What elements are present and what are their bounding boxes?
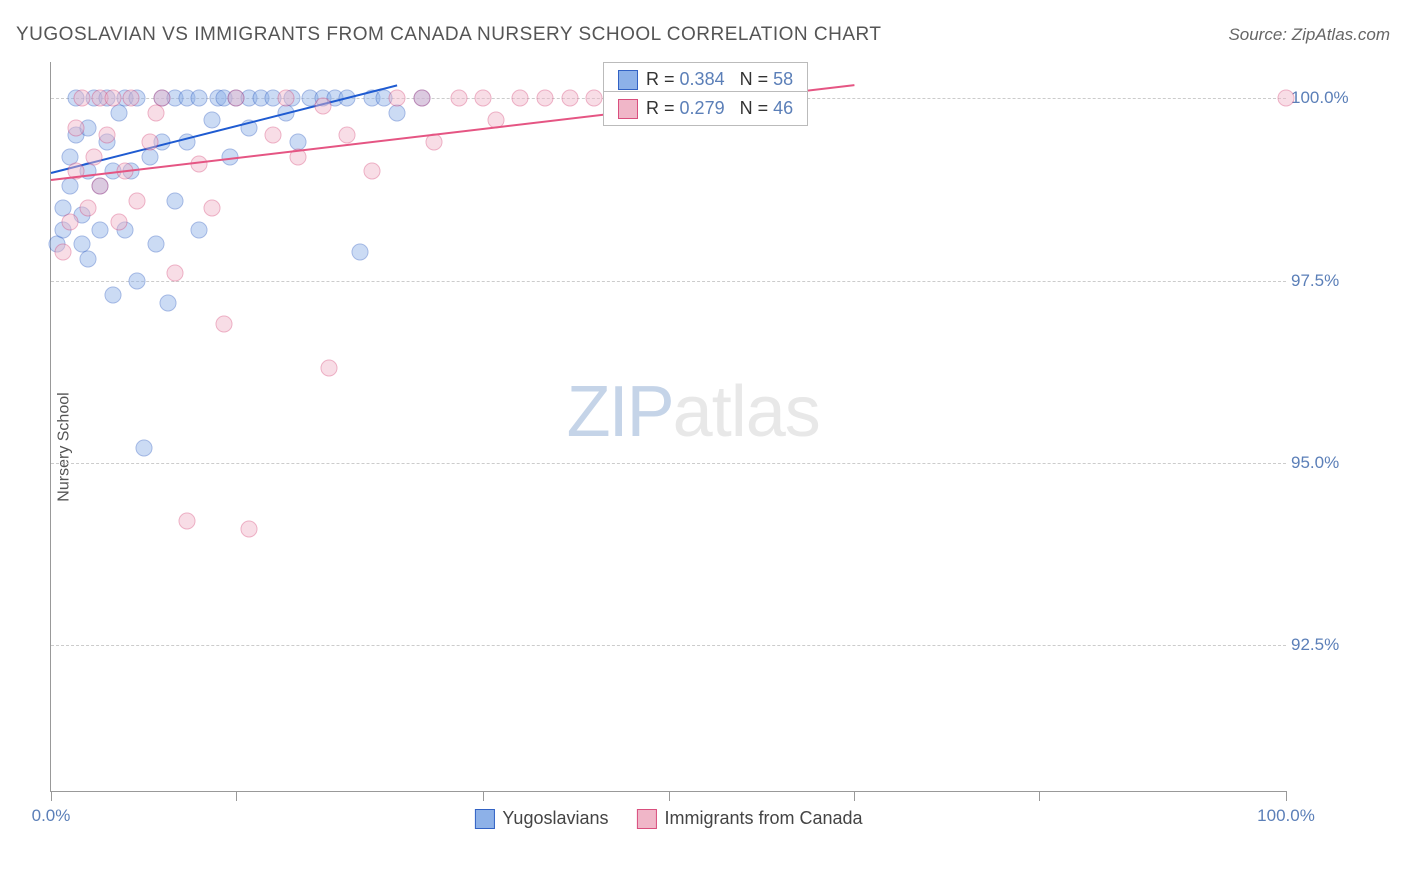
watermark: ZIPatlas [567, 371, 820, 453]
chart-source: Source: ZipAtlas.com [1228, 25, 1390, 45]
x-tick [1286, 791, 1287, 801]
watermark-zip: ZIP [567, 372, 673, 452]
y-tick-label: 92.5% [1291, 635, 1371, 655]
data-point [98, 126, 115, 143]
legend-label: Immigrants from Canada [665, 808, 863, 829]
data-point [364, 163, 381, 180]
gridline [51, 463, 1286, 464]
data-point [147, 236, 164, 253]
data-point [147, 105, 164, 122]
watermark-atlas: atlas [673, 372, 820, 452]
data-point [166, 265, 183, 282]
gridline [51, 281, 1286, 282]
data-point [203, 199, 220, 216]
data-point [413, 90, 430, 107]
series-legend: Yugoslavians Immigrants from Canada [474, 808, 862, 829]
data-point [265, 126, 282, 143]
n-label: N = [725, 98, 774, 118]
n-value: 58 [773, 69, 793, 89]
x-tick [483, 791, 484, 801]
data-point [314, 97, 331, 114]
data-point [215, 316, 232, 333]
x-tick [1039, 791, 1040, 801]
data-point [55, 243, 72, 260]
n-value: 46 [773, 98, 793, 118]
data-point [141, 148, 158, 165]
data-point [61, 214, 78, 231]
data-point [80, 199, 97, 216]
data-point [110, 214, 127, 231]
data-point [141, 134, 158, 151]
data-point [104, 287, 121, 304]
data-point [160, 294, 177, 311]
x-tick [51, 791, 52, 801]
chart-container: Nursery School ZIPatlas 92.5%95.0%97.5%1… [50, 62, 1376, 832]
data-point [73, 90, 90, 107]
data-point [203, 112, 220, 129]
r-value: 0.384 [680, 69, 725, 89]
plot-area: ZIPatlas 92.5%95.0%97.5%100.0%0.0%100.0%… [50, 62, 1286, 792]
data-point [110, 105, 127, 122]
data-point [450, 90, 467, 107]
y-tick-label: 97.5% [1291, 271, 1371, 291]
data-point [339, 126, 356, 143]
data-point [135, 440, 152, 457]
data-point [92, 177, 109, 194]
x-tick [669, 791, 670, 801]
data-point [320, 360, 337, 377]
legend-swatch [618, 99, 638, 119]
data-point [61, 177, 78, 194]
legend-item: Yugoslavians [474, 808, 608, 829]
data-point [388, 90, 405, 107]
data-point [512, 90, 529, 107]
data-point [388, 105, 405, 122]
data-point [123, 90, 140, 107]
data-point [92, 221, 109, 238]
y-tick-label: 100.0% [1291, 88, 1371, 108]
data-point [178, 513, 195, 530]
r-value: 0.279 [680, 98, 725, 118]
data-point [277, 90, 294, 107]
data-point [129, 192, 146, 209]
data-point [586, 90, 603, 107]
x-tick-label: 0.0% [32, 806, 71, 826]
correlation-legend: R = 0.279 N = 46 [603, 91, 808, 126]
data-point [475, 90, 492, 107]
data-point [561, 90, 578, 107]
r-label: R = [646, 69, 680, 89]
chart-title: YUGOSLAVIAN VS IMMIGRANTS FROM CANADA NU… [16, 24, 882, 46]
x-tick [236, 791, 237, 801]
data-point [228, 90, 245, 107]
legend-label: Yugoslavians [502, 808, 608, 829]
n-label: N = [725, 69, 774, 89]
data-point [351, 243, 368, 260]
data-point [154, 90, 171, 107]
data-point [537, 90, 554, 107]
legend-item: Immigrants from Canada [637, 808, 863, 829]
data-point [80, 250, 97, 267]
data-point [104, 90, 121, 107]
data-point [191, 221, 208, 238]
legend-swatch [637, 809, 657, 829]
y-tick-label: 95.0% [1291, 453, 1371, 473]
data-point [86, 148, 103, 165]
data-point [1278, 90, 1295, 107]
r-label: R = [646, 98, 680, 118]
data-point [129, 272, 146, 289]
x-tick-label: 100.0% [1257, 806, 1315, 826]
gridline [51, 645, 1286, 646]
data-point [67, 119, 84, 136]
legend-swatch [474, 809, 494, 829]
data-point [240, 520, 257, 537]
data-point [191, 90, 208, 107]
data-point [166, 192, 183, 209]
legend-swatch [618, 70, 638, 90]
x-tick [854, 791, 855, 801]
